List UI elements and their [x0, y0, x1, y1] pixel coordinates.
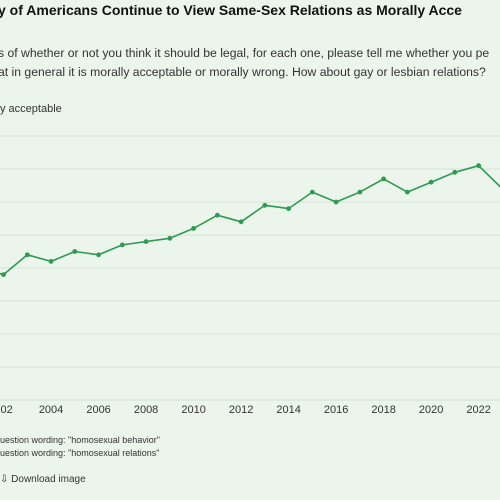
data-point[interactable]: [167, 235, 173, 241]
question-line-2: at in general it is morally acceptable o…: [0, 65, 486, 79]
data-point[interactable]: [24, 252, 30, 258]
legend-label: y acceptable: [0, 103, 62, 115]
data-point[interactable]: [238, 219, 244, 225]
question-text: s of whether or not you think it should …: [0, 44, 500, 82]
x-tick-label: 2020: [419, 404, 443, 416]
data-point[interactable]: [286, 206, 291, 212]
x-tick-label: 2012: [229, 404, 253, 416]
data-point[interactable]: [333, 199, 339, 205]
data-points: [1, 163, 500, 277]
download-image-link[interactable]: ⇩ Download image: [0, 474, 86, 485]
download-label: Download image: [11, 474, 86, 485]
data-point[interactable]: [1, 272, 6, 277]
data-point[interactable]: [404, 189, 410, 195]
data-point[interactable]: [452, 169, 458, 175]
data-point[interactable]: [96, 252, 101, 258]
x-tick-label: 2006: [86, 404, 110, 416]
data-point[interactable]: [476, 163, 482, 169]
x-tick-label: 2022: [466, 404, 490, 416]
x-tick-label: 2008: [134, 404, 158, 416]
gridlines: [0, 135, 500, 401]
note-behavior: uestion wording: "homosexual behavior": [0, 435, 160, 445]
x-tick-label: 2014: [276, 404, 300, 416]
x-tick-label: 002: [0, 404, 13, 416]
chart-title: y of Americans Continue to View Same-Sex…: [0, 2, 462, 18]
x-tick-label: 2010: [181, 404, 205, 416]
x-tick-label: 2004: [39, 404, 63, 416]
trend-line: [0, 164, 500, 276]
x-axis-ticks: 002 2004 2006 2008 2010 2012 2014 2016 2018 2020 2…: [0, 404, 491, 416]
x-tick-label: 2018: [371, 404, 395, 416]
data-point[interactable]: [119, 242, 125, 248]
x-tick-label: 2016: [324, 404, 348, 416]
data-point[interactable]: [309, 189, 315, 195]
data-point[interactable]: [262, 202, 268, 208]
question-line-1: s of whether or not you think it should …: [0, 46, 490, 60]
data-point[interactable]: [381, 176, 387, 182]
download-icon: ⇩: [0, 474, 9, 485]
data-point[interactable]: [357, 189, 363, 195]
data-point[interactable]: [191, 226, 196, 231]
data-point[interactable]: [214, 212, 220, 218]
data-point[interactable]: [72, 249, 78, 254]
data-point[interactable]: [143, 239, 149, 245]
data-point[interactable]: [48, 259, 54, 264]
data-point[interactable]: [428, 179, 434, 185]
note-relations: uestion wording: "homosexual relations": [0, 448, 160, 458]
